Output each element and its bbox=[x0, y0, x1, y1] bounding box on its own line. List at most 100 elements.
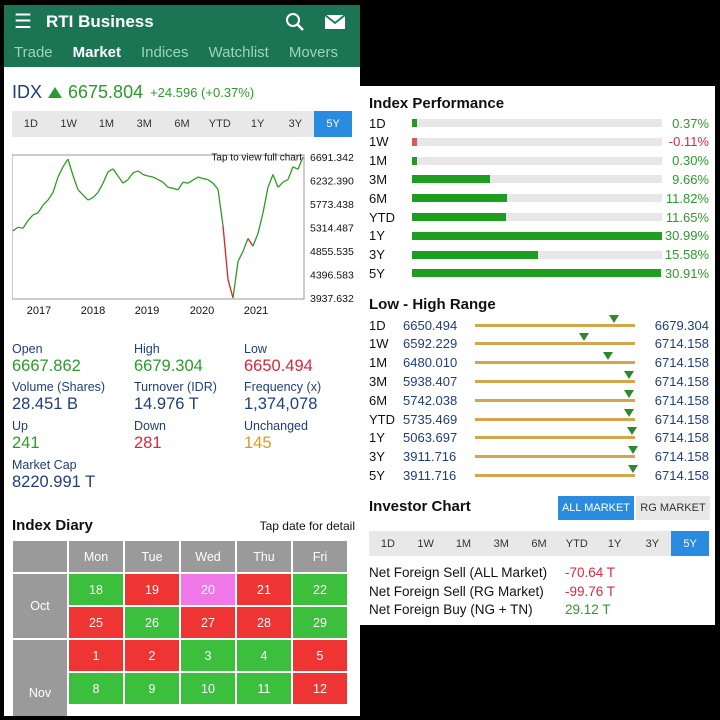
index-line-segment bbox=[67, 158, 74, 176]
current-marker-icon bbox=[623, 370, 634, 379]
rg-market-button[interactable]: RG MARKET bbox=[636, 496, 710, 520]
search-icon[interactable] bbox=[280, 10, 310, 34]
tab-indices[interactable]: Indices bbox=[141, 44, 189, 61]
stat-up: Up 241 bbox=[12, 419, 40, 453]
current-marker-icon bbox=[609, 314, 620, 323]
period-label: 1W bbox=[369, 336, 389, 352]
day-header: Mon bbox=[69, 541, 123, 572]
investor-period-1w[interactable]: 1W bbox=[417, 537, 434, 550]
performance-bar bbox=[412, 119, 417, 127]
diary-day-cell[interactable]: 20 bbox=[181, 574, 235, 605]
all-market-button[interactable]: ALL MARKET bbox=[558, 496, 634, 520]
low-label: Low bbox=[244, 342, 267, 356]
period-5y[interactable]: 5Y bbox=[314, 111, 353, 137]
diary-day-cell[interactable]: 4 bbox=[237, 640, 291, 671]
period-3y[interactable]: 3Y bbox=[288, 118, 303, 130]
performance-value: 11.82% bbox=[665, 190, 709, 206]
diary-day-cell[interactable]: 26 bbox=[125, 607, 179, 638]
range-high-value: 6714.158 bbox=[654, 355, 709, 371]
period-1w[interactable]: 1W bbox=[60, 118, 77, 130]
performance-bar-track bbox=[412, 175, 662, 184]
diary-day-cell[interactable]: 5 bbox=[293, 640, 347, 671]
flow-value: -70.64 T bbox=[565, 565, 616, 580]
diary-day-cell[interactable]: 10 bbox=[181, 673, 235, 704]
period-1m[interactable]: 1M bbox=[98, 118, 115, 130]
diary-corner bbox=[13, 541, 67, 572]
performance-bar bbox=[412, 231, 662, 240]
period-label: 1D bbox=[369, 115, 386, 131]
diary-day-cell[interactable]: 8 bbox=[69, 673, 123, 704]
y-tick-label: 5314.487 bbox=[310, 223, 354, 235]
y-tick-label: 6232.390 bbox=[310, 176, 354, 188]
range-track bbox=[475, 408, 635, 421]
diary-day-cell[interactable]: 18 bbox=[69, 574, 123, 605]
investor-period-1y[interactable]: 1Y bbox=[607, 537, 622, 550]
mail-icon[interactable] bbox=[320, 10, 350, 34]
diary-day-cell[interactable]: 21 bbox=[237, 574, 291, 605]
diary-day-cell[interactable]: 3 bbox=[181, 640, 235, 671]
up-value: 241 bbox=[12, 434, 40, 452]
range-high-value: 6714.158 bbox=[654, 336, 709, 352]
investor-period-3y[interactable]: 3Y bbox=[645, 537, 660, 550]
index-chart[interactable]: Tap to view full chart 6691.342 6232.390 5… bbox=[11, 152, 360, 323]
index-line-segment bbox=[182, 181, 189, 184]
index-line-segment bbox=[12, 226, 19, 232]
diary-day-cell[interactable]: 9 bbox=[125, 673, 179, 704]
range-high-value: 6679.304 bbox=[654, 317, 709, 333]
diary-day-cell[interactable]: 22 bbox=[293, 574, 347, 605]
index-line-segment bbox=[197, 176, 204, 180]
menu-icon[interactable]: ☰ bbox=[14, 10, 32, 33]
x-tick-label: 2020 bbox=[190, 305, 214, 317]
diary-day-cell[interactable]: 28 bbox=[237, 607, 291, 638]
performance-bar bbox=[412, 213, 506, 221]
period-1y[interactable]: 1Y bbox=[250, 118, 265, 130]
investor-period-1d[interactable]: 1D bbox=[380, 537, 395, 550]
performance-bar-track bbox=[412, 213, 662, 221]
tab-movers[interactable]: Movers bbox=[288, 44, 339, 61]
tab-trade[interactable]: Trade bbox=[14, 44, 53, 61]
stat-volume: Volume (Shares) 28.451 B bbox=[12, 380, 105, 414]
index-line-segment bbox=[37, 204, 44, 214]
current-marker-icon bbox=[623, 408, 634, 417]
diary-day-cell[interactable]: 11 bbox=[237, 673, 291, 704]
diary-day-cell[interactable]: 25 bbox=[69, 607, 123, 638]
diary-body: 18 19 20 21 22 25 26 27 28 29 1 2 3 4 5 8 9 10 11 12 Oct Nov bbox=[12, 573, 355, 716]
investor-period-3m[interactable]: 3M bbox=[493, 537, 509, 550]
diary-day-cell[interactable]: 2 bbox=[125, 640, 179, 671]
period-1d[interactable]: 1D bbox=[23, 118, 38, 130]
index-line-segment bbox=[117, 175, 124, 184]
range-row: 6M 5742.038 6714.158 bbox=[369, 389, 709, 409]
investor-period-ytd[interactable]: YTD bbox=[565, 537, 588, 550]
performance-bar bbox=[412, 137, 417, 146]
index-line-segment bbox=[242, 238, 249, 252]
index-line-segment bbox=[177, 181, 184, 191]
tab-watchlist[interactable]: Watchlist bbox=[208, 44, 269, 61]
day-header: Wed bbox=[181, 541, 235, 572]
period-3m[interactable]: 3M bbox=[136, 118, 152, 130]
plot-area bbox=[11, 154, 305, 300]
investor-period-1m[interactable]: 1M bbox=[455, 537, 472, 550]
performance-panel: Index Performance 1D 0.37% 1W -0.11% 1M 0.30%… bbox=[360, 86, 715, 625]
index-line-chart[interactable]: Tap to view full chart 6691.342 6232.390 5… bbox=[11, 152, 360, 323]
diary-day-cell[interactable]: 27 bbox=[181, 607, 235, 638]
diary-day-cell[interactable]: 19 bbox=[125, 574, 179, 605]
investor-period-6m[interactable]: 6M bbox=[531, 537, 547, 550]
performance-value: 0.30% bbox=[672, 153, 709, 169]
period-label: YTD bbox=[369, 209, 395, 225]
period-6m[interactable]: 6M bbox=[174, 118, 190, 130]
tab-market[interactable]: Market bbox=[72, 44, 121, 61]
stat-turnover: Turnover (IDR) 14.976 T bbox=[134, 380, 217, 414]
stat-low: Low 6650.494 bbox=[244, 342, 313, 376]
performance-row: 3M 9.66% bbox=[369, 170, 709, 188]
y-tick-label: 4855.535 bbox=[310, 246, 354, 258]
diary-day-cell[interactable]: 1 bbox=[69, 640, 123, 671]
period-ytd[interactable]: YTD bbox=[208, 118, 231, 130]
diary-day-cell[interactable]: 12 bbox=[293, 673, 347, 704]
diary-day-cell[interactable]: 29 bbox=[293, 607, 347, 638]
index-line-segment bbox=[32, 212, 39, 216]
investor-period-5y[interactable]: 5Y bbox=[671, 531, 710, 556]
index-line-segment bbox=[42, 199, 49, 206]
unchanged-label: Unchanged bbox=[244, 419, 308, 433]
performance-value: 11.65% bbox=[665, 209, 709, 225]
range-row: 5Y 3911.716 6714.158 bbox=[369, 464, 709, 484]
